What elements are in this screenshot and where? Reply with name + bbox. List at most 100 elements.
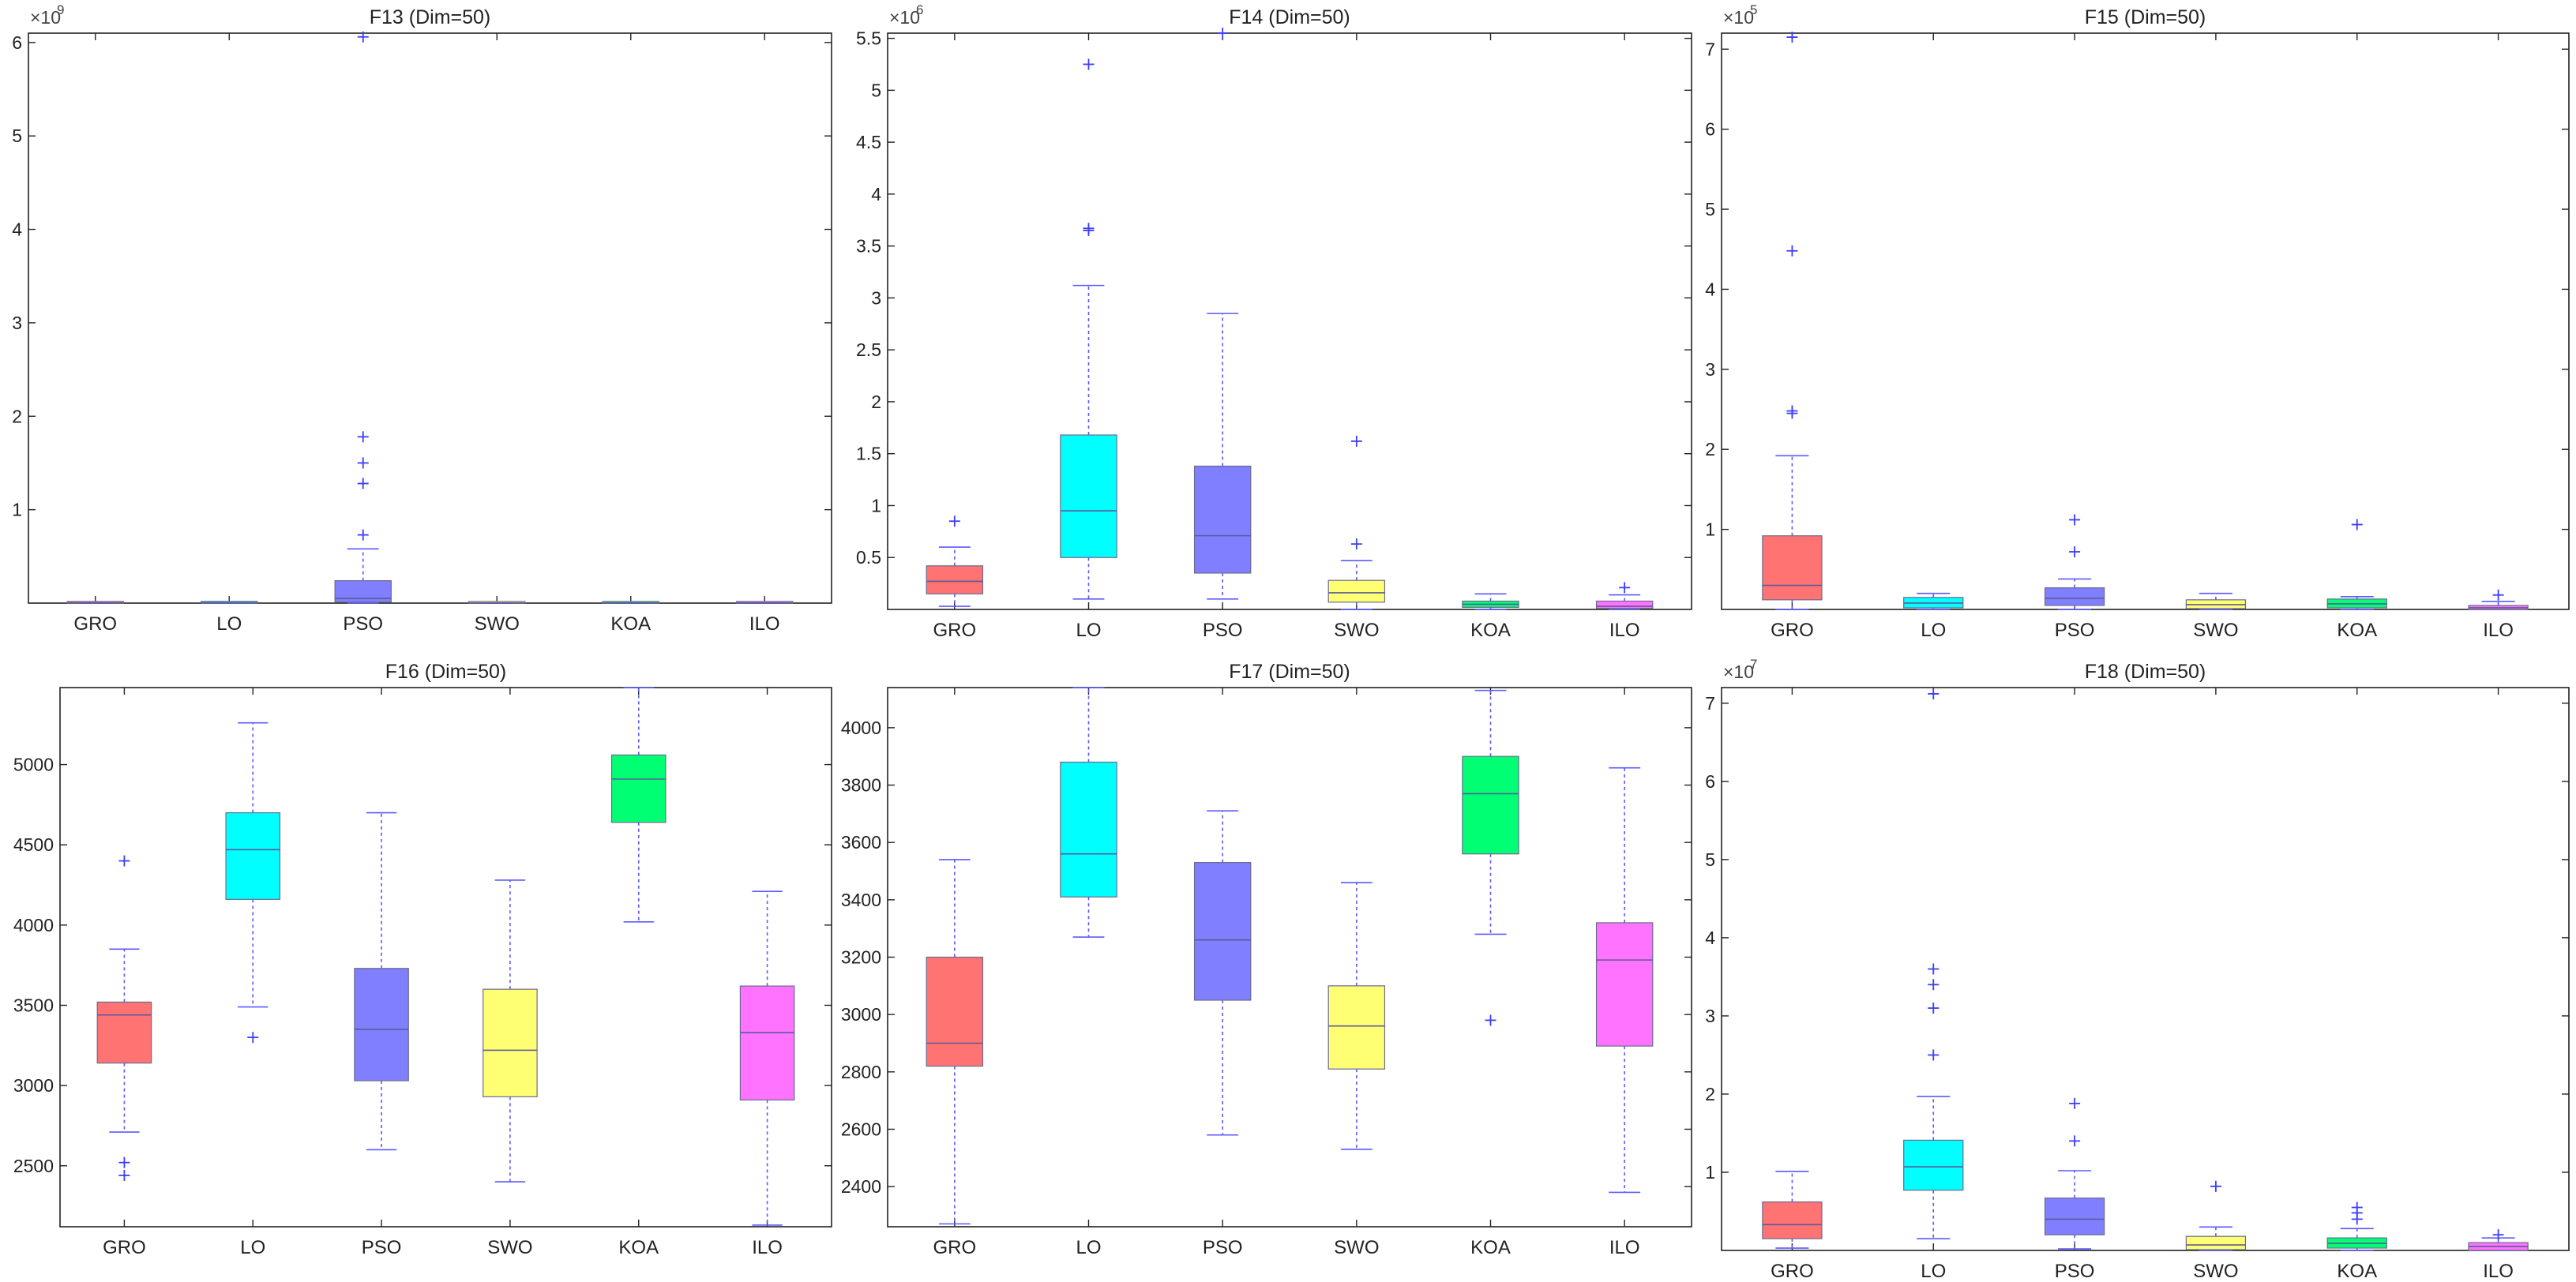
outlier-point [1485,1014,1496,1026]
x-tick-label-koa: KOA [1470,620,1511,641]
x-tick-label-gro: GRO [73,613,117,635]
outlier-point [948,515,960,527]
y-tick-label: 4 [1705,279,1715,299]
box-group-pso [2044,1097,2105,1250]
x-tick-label-lo: LO [1921,1261,1946,1282]
y-tick-label: 2400 [841,1176,881,1197]
y-tick-label: 5000 [13,755,54,775]
y-tick-label: 2 [1705,1084,1715,1104]
box-group-lo [1060,58,1117,600]
x-tick-label-koa: KOA [1470,1237,1511,1258]
y-tick-label: 7 [1705,693,1715,714]
x-tick-label-lo: LO [1076,1237,1101,1258]
box-group-swo [1327,435,1386,610]
y-tick-label: 4 [871,184,881,204]
box-group-pso [334,31,392,604]
x-tick-label-pso: PSO [2055,1261,2095,1282]
y-tick-label: 3.5 [856,236,881,257]
x-tick-label-gro: GRO [933,620,976,641]
x-tick-label-ilo: ILO [749,613,780,635]
chart-title: F15 (Dim=50) [2085,6,2206,28]
outlier-point [247,1032,259,1044]
outlier-point [1786,245,1798,257]
chart-title: F17 (Dim=50) [1229,661,1350,683]
y-tick-label: 3 [12,313,22,333]
box-pso [354,968,409,1081]
y-tick-label: 3200 [841,947,881,968]
box-gro [96,1001,152,1064]
box-group-gro [1762,1171,1823,1249]
y-tick-label: 5.5 [856,28,881,49]
plot-frame [887,32,1692,610]
outlier-point [2069,1135,2081,1147]
outlier-point [1083,223,1095,234]
box-group-gro [926,859,984,1225]
box-group-ilo [2468,1229,2529,1251]
y-tick-label: 3 [1705,1006,1715,1026]
outlier-point [2069,546,2081,557]
x-tick-label-koa: KOA [2337,620,2377,641]
y-tick-label: 6 [12,32,22,53]
box-pso [2044,587,2105,606]
box-group-ilo [739,890,795,1226]
box-group-ilo [2468,589,2529,610]
outlier-point [357,31,369,43]
axis-exponent-label: ×10 [30,7,61,28]
axis-exponent-value: 7 [1750,657,1757,672]
x-tick-label-koa: KOA [610,613,651,635]
outlier-point [2351,519,2363,530]
box-ilo [1595,922,1654,1047]
box-group-lo [225,722,281,1044]
y-tick-label: 5 [871,80,881,100]
x-tick-label-ilo: ILO [1609,1237,1640,1258]
box-group-lo [1903,688,1964,1239]
y-tick-label: 3 [1705,359,1715,380]
box-lo [1903,1139,1964,1191]
box-group-gro [96,855,152,1181]
outlier-point [1786,405,1798,417]
y-tick-label: 5 [1705,849,1715,870]
x-tick-label-gro: GRO [933,1237,976,1258]
box-group-pso [354,812,409,1151]
y-tick-label: 3000 [841,1004,881,1025]
box-gro [1762,535,1823,601]
x-tick-label-koa: KOA [618,1237,659,1258]
box-group-lo [1903,592,1964,610]
box-group-koa [1462,689,1519,1026]
axis-exponent-value: 5 [1750,2,1757,17]
x-tick-label-pso: PSO [343,613,383,635]
box-lo [1060,761,1117,898]
outlier-point [1619,582,1631,594]
plot-frame [59,687,832,1228]
y-tick-label: 1 [871,495,881,515]
box-lo [225,812,281,900]
y-tick-label: 3000 [13,1075,54,1096]
x-tick-label-lo: LO [1076,620,1101,641]
box-group-swo [2185,1180,2247,1251]
outlier-point [118,1156,130,1168]
outlier-point [1350,538,1362,550]
box-koa [610,754,667,823]
outlier-point [2492,1229,2504,1241]
outlier-point [1217,28,1229,39]
y-tick-label: 3800 [841,775,881,796]
box-gro [1762,1201,1823,1239]
x-tick-label-swo: SWO [1334,1237,1379,1258]
y-tick-label: 2 [871,392,881,412]
box-swo [2185,1235,2247,1250]
y-tick-label: 2500 [13,1156,54,1176]
y-tick-label: 4 [1705,928,1715,948]
y-tick-label: 0.5 [856,547,881,568]
box-group-swo [2185,592,2247,610]
axis-exponent-label: ×10 [1723,7,1754,28]
y-tick-label: 2 [1705,439,1715,459]
y-tick-label: 2600 [841,1119,881,1139]
x-tick-label-lo: LO [240,1237,265,1258]
box-group-gro [926,515,984,607]
y-tick-label: 3600 [841,832,881,853]
x-tick-label-pso: PSO [1203,1237,1243,1258]
